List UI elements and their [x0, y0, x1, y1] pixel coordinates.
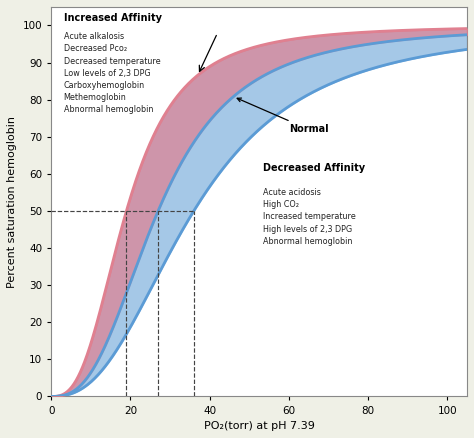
Y-axis label: Percent saturation hemoglobin: Percent saturation hemoglobin — [7, 116, 17, 288]
Text: Acute acidosis
High CO₂
Increased temperature
High levels of 2,3 DPG
Abnormal he: Acute acidosis High CO₂ Increased temper… — [263, 188, 356, 246]
Text: Decreased Affinity: Decreased Affinity — [263, 163, 365, 173]
X-axis label: PO₂(torr) at pH 7.39: PO₂(torr) at pH 7.39 — [204, 421, 315, 431]
Text: Normal: Normal — [237, 98, 328, 134]
Text: Increased Affinity: Increased Affinity — [64, 13, 162, 23]
Text: Acute alkalosis
Decreased Pco₂
Decreased temperature
Low levels of 2,3 DPG
Carbo: Acute alkalosis Decreased Pco₂ Decreased… — [64, 32, 160, 114]
